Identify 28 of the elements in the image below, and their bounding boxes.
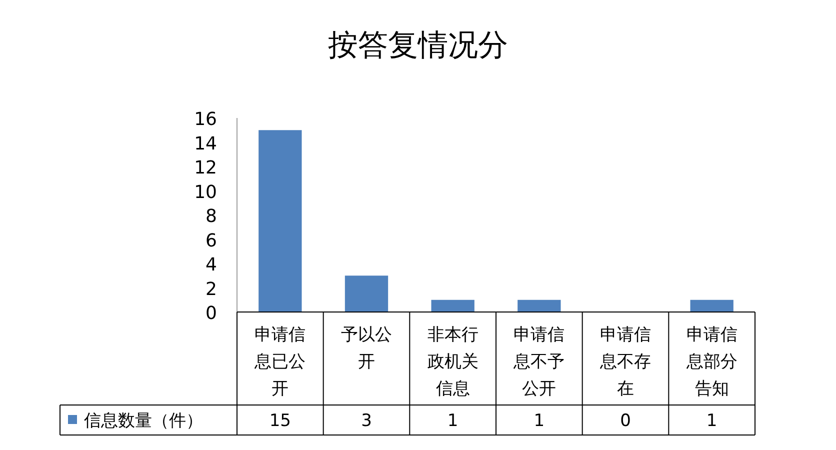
- y-tick-label: 8: [206, 206, 217, 227]
- y-tick-label: 2: [206, 278, 217, 300]
- data-label: 3: [361, 411, 372, 431]
- x-tick-label: 申请信息不存在: [599, 325, 651, 399]
- x-tick-label: 申请信息已公开: [254, 325, 306, 399]
- bar: [258, 130, 302, 312]
- y-tick-label: 10: [194, 182, 217, 203]
- y-tick-label: 12: [194, 158, 217, 178]
- bar: [344, 276, 388, 312]
- y-tick-label: 14: [194, 133, 217, 154]
- y-tick-label: 16: [194, 109, 217, 130]
- bar: [690, 300, 734, 312]
- chart-title: 按答复情况分: [328, 28, 508, 63]
- bar: [518, 300, 561, 312]
- x-tick-label: 非本行政机关信息: [427, 325, 478, 399]
- data-label: 1: [706, 411, 718, 431]
- y-tick-label: 4: [206, 254, 217, 276]
- x-tick-label: 申请信息不予公开: [512, 325, 565, 399]
- data-label: 1: [447, 411, 458, 431]
- x-tick-label: 申请信息部分告知: [685, 325, 738, 399]
- legend-label: 信息数量（件）: [84, 411, 203, 431]
- x-tick-label: 予以公开: [341, 325, 392, 372]
- bar: [431, 300, 474, 312]
- y-tick-label: 0: [206, 303, 217, 324]
- y-tick-label: 6: [206, 230, 217, 252]
- data-label: 15: [269, 411, 291, 431]
- data-label: 1: [534, 411, 545, 431]
- data-label: 0: [620, 411, 631, 431]
